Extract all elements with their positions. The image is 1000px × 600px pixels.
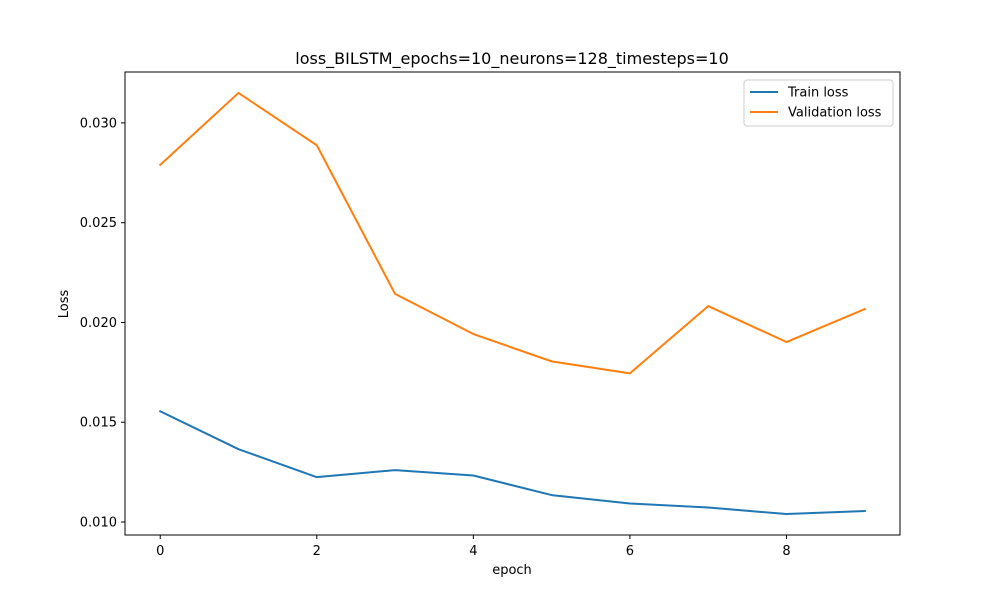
series-line-train-loss: [158, 409, 866, 516]
x-tick-label: 8: [782, 544, 790, 559]
legend-box: [743, 79, 894, 127]
y-tick-label: 0.030: [80, 116, 117, 131]
y-tick-label: 0.020: [80, 316, 117, 331]
y-tick-label: 0.015: [80, 416, 117, 431]
series-line-validation-loss: [158, 91, 867, 375]
x-axis-label: epoch: [492, 563, 532, 578]
x-axis-ticks: 0 2 4 6 8: [156, 535, 791, 559]
y-tick-label: 0.025: [80, 216, 117, 231]
y-tick-label: 0.010: [80, 516, 117, 531]
y-axis-ticks: 0.010 0.015 0.020 0.025 0.030: [80, 116, 125, 531]
y-axis-label: Loss: [57, 290, 72, 319]
legend-label-validation: Validation loss: [788, 106, 882, 121]
legend: Train loss Validation loss: [743, 79, 894, 127]
x-tick-label: 0: [156, 544, 164, 559]
x-tick-label: 4: [469, 544, 477, 559]
x-tick-label: 2: [313, 544, 321, 559]
legend-label-train: Train loss: [787, 86, 849, 101]
series-layer: [158, 91, 867, 516]
plot-area: [124, 71, 901, 536]
x-tick-label: 6: [626, 544, 634, 559]
plot-frame: [124, 71, 901, 536]
chart-title: loss_BILSTM_epochs=10_neurons=128_timest…: [295, 49, 729, 69]
